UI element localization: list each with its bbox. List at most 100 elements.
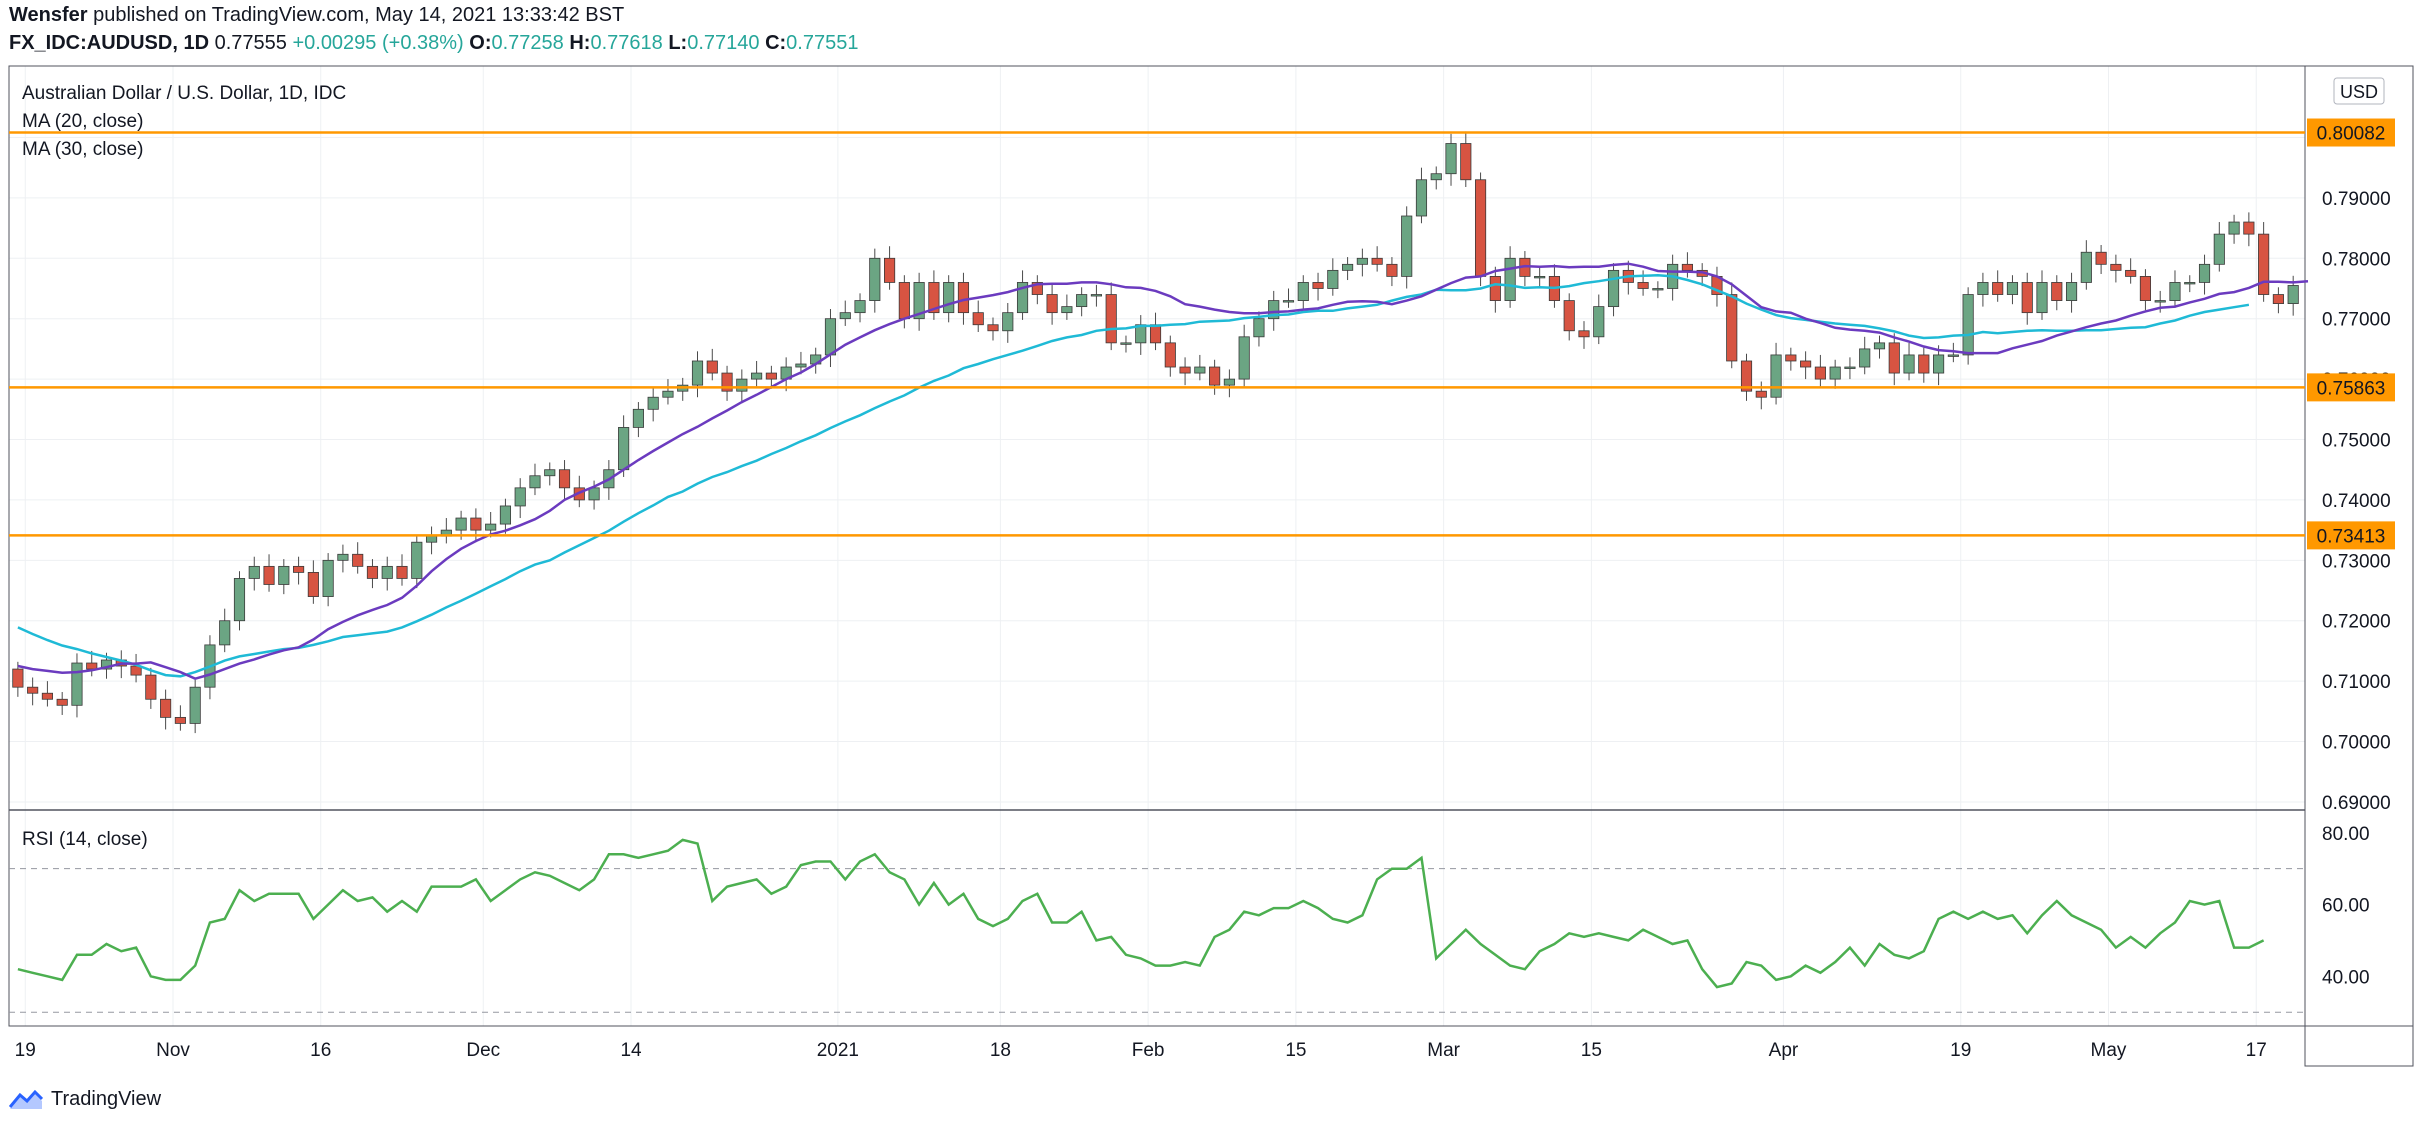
- candle-down: [706, 360, 718, 374]
- candle-up: [219, 620, 231, 646]
- candle-up: [1903, 354, 1915, 374]
- currency-badge: [2333, 77, 2385, 105]
- candle-up: [1829, 366, 1841, 380]
- tradingview-logo-icon: [9, 1089, 43, 1109]
- tradingview-brand[interactable]: TradingView: [9, 1084, 161, 1114]
- time-tick-label: Apr: [1769, 1040, 1799, 1061]
- candle-down: [1460, 143, 1472, 181]
- candle-down: [2139, 276, 2152, 301]
- horizontal-level-badge: [2307, 118, 2395, 147]
- candle-down: [957, 282, 970, 314]
- candle-up: [248, 565, 260, 579]
- ma20-line: [17, 262, 2309, 681]
- candle-up: [425, 535, 438, 543]
- candle-down: [12, 668, 24, 688]
- candle-up: [618, 427, 630, 471]
- horizontal-level-label: 0.80082: [2317, 124, 2386, 145]
- candle-down: [27, 686, 39, 694]
- horizontal-level-badge: [2307, 373, 2395, 402]
- candle-down: [1164, 342, 1176, 368]
- candle-up: [2198, 263, 2211, 283]
- candle-up: [839, 312, 851, 320]
- candle-up: [2065, 282, 2078, 301]
- candle-down: [41, 692, 53, 700]
- candle-down: [1179, 366, 1191, 374]
- candle-down: [174, 716, 186, 724]
- open-value: 0.77258: [491, 32, 564, 54]
- candle-up: [529, 475, 541, 489]
- publish-info: Wensfer published on TradingView.com, Ma…: [9, 4, 624, 27]
- candle-down: [558, 469, 571, 489]
- candle-down: [56, 698, 68, 706]
- time-tick-label: 14: [620, 1040, 642, 1061]
- candle-up: [1297, 282, 1309, 301]
- candle-up: [514, 487, 526, 507]
- open-label: O:: [469, 32, 492, 54]
- candle-down: [2021, 282, 2033, 314]
- candle-up: [1282, 300, 1295, 303]
- candle-up: [544, 469, 556, 477]
- candle-down: [1105, 294, 1117, 344]
- candle-up: [2169, 282, 2181, 301]
- candle-up: [1194, 366, 1206, 374]
- candle-up: [751, 372, 763, 380]
- candle-up: [2213, 233, 2225, 265]
- candle-up: [485, 523, 497, 531]
- rsi-tick-label: 80.00: [2322, 824, 2370, 845]
- candle-down: [1681, 263, 1693, 271]
- indicator-label: MA (20, close): [22, 111, 143, 132]
- candle-up: [1504, 257, 1516, 301]
- candle-up: [1859, 348, 1871, 368]
- candle-up: [71, 662, 83, 706]
- candle-down: [1312, 282, 1324, 289]
- time-tick-label: 18: [990, 1040, 1011, 1061]
- candle-down: [2095, 251, 2107, 265]
- candle-up: [1607, 269, 1620, 308]
- symbol-name: FX_IDC:AUDUSD, 1D: [9, 32, 210, 54]
- candle-up: [1223, 378, 1235, 386]
- rsi-label: RSI (14, close): [22, 829, 148, 850]
- horizontal-level-label: 0.75863: [2317, 378, 2386, 399]
- candle-up: [1844, 366, 1856, 369]
- candle-down: [1149, 324, 1162, 344]
- candle-down: [884, 257, 896, 283]
- candle-down: [987, 324, 999, 332]
- horizontal-level-label: 0.73413: [2317, 526, 2386, 547]
- horizontal-level-badge: [2307, 521, 2395, 550]
- candle-down: [263, 565, 275, 585]
- candle-down: [1371, 257, 1383, 265]
- price-tick-label: 0.69000: [2322, 793, 2391, 814]
- close-label: C:: [765, 32, 787, 54]
- candle-down: [307, 572, 319, 597]
- candle-down: [1386, 263, 1398, 277]
- candle-up: [233, 578, 246, 622]
- candle-down: [2125, 269, 2137, 277]
- candle-up: [632, 408, 644, 428]
- candle-up: [1342, 263, 1354, 271]
- brand-name: TradingView: [51, 1087, 162, 1110]
- candle-down: [1755, 390, 1767, 398]
- candle-up: [869, 257, 881, 301]
- candle-down: [366, 565, 379, 579]
- candle-down: [1785, 354, 1797, 362]
- candle-down: [293, 565, 305, 573]
- rsi-tick-label: 60.00: [2322, 896, 2370, 917]
- candle-down: [1918, 354, 1930, 374]
- candle-up: [1090, 294, 1102, 297]
- time-tick-label: Mar: [1427, 1040, 1460, 1061]
- rsi-line: [17, 838, 2265, 989]
- time-tick-label: Feb: [1132, 1040, 1165, 1061]
- candle-up: [411, 541, 423, 579]
- candle-down: [160, 698, 172, 718]
- candle-down: [1046, 294, 1058, 314]
- candle-up: [1016, 282, 1029, 314]
- candle-up: [322, 559, 334, 597]
- candle-up: [499, 505, 512, 525]
- candle-up: [1120, 342, 1132, 345]
- high-value: 0.77618: [590, 32, 663, 54]
- candle-down: [1489, 276, 1501, 301]
- candle-down: [1563, 300, 1575, 332]
- candle-up: [337, 553, 349, 561]
- candle-down: [1814, 366, 1826, 380]
